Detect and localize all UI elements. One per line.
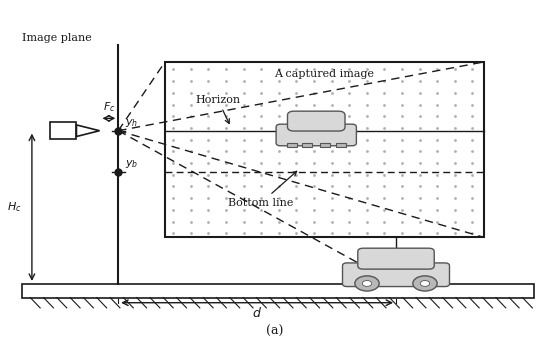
Bar: [336, 143, 345, 147]
FancyBboxPatch shape: [358, 248, 434, 269]
Circle shape: [362, 281, 372, 286]
Bar: [22, 284, 534, 298]
Bar: [320, 143, 330, 147]
Text: $F_c$: $F_c$: [103, 100, 115, 114]
Text: (a): (a): [266, 325, 284, 338]
Circle shape: [413, 276, 437, 291]
Bar: [287, 143, 297, 147]
Bar: [165, 62, 484, 237]
Text: Image plane: Image plane: [22, 33, 92, 43]
Bar: [302, 143, 312, 147]
Polygon shape: [76, 125, 100, 137]
Text: A captured image: A captured image: [274, 69, 375, 79]
FancyBboxPatch shape: [343, 263, 449, 287]
Text: Horizon: Horizon: [195, 95, 240, 123]
Text: Bottom line: Bottom line: [228, 171, 296, 208]
Text: $y_b$: $y_b$: [125, 158, 139, 170]
FancyBboxPatch shape: [288, 111, 345, 131]
Circle shape: [420, 281, 430, 286]
Circle shape: [355, 276, 379, 291]
FancyBboxPatch shape: [276, 124, 356, 146]
Bar: [50, 122, 76, 139]
Text: $d$: $d$: [252, 306, 262, 320]
Text: $y_h$: $y_h$: [125, 117, 139, 129]
Text: $H_c$: $H_c$: [8, 200, 22, 214]
